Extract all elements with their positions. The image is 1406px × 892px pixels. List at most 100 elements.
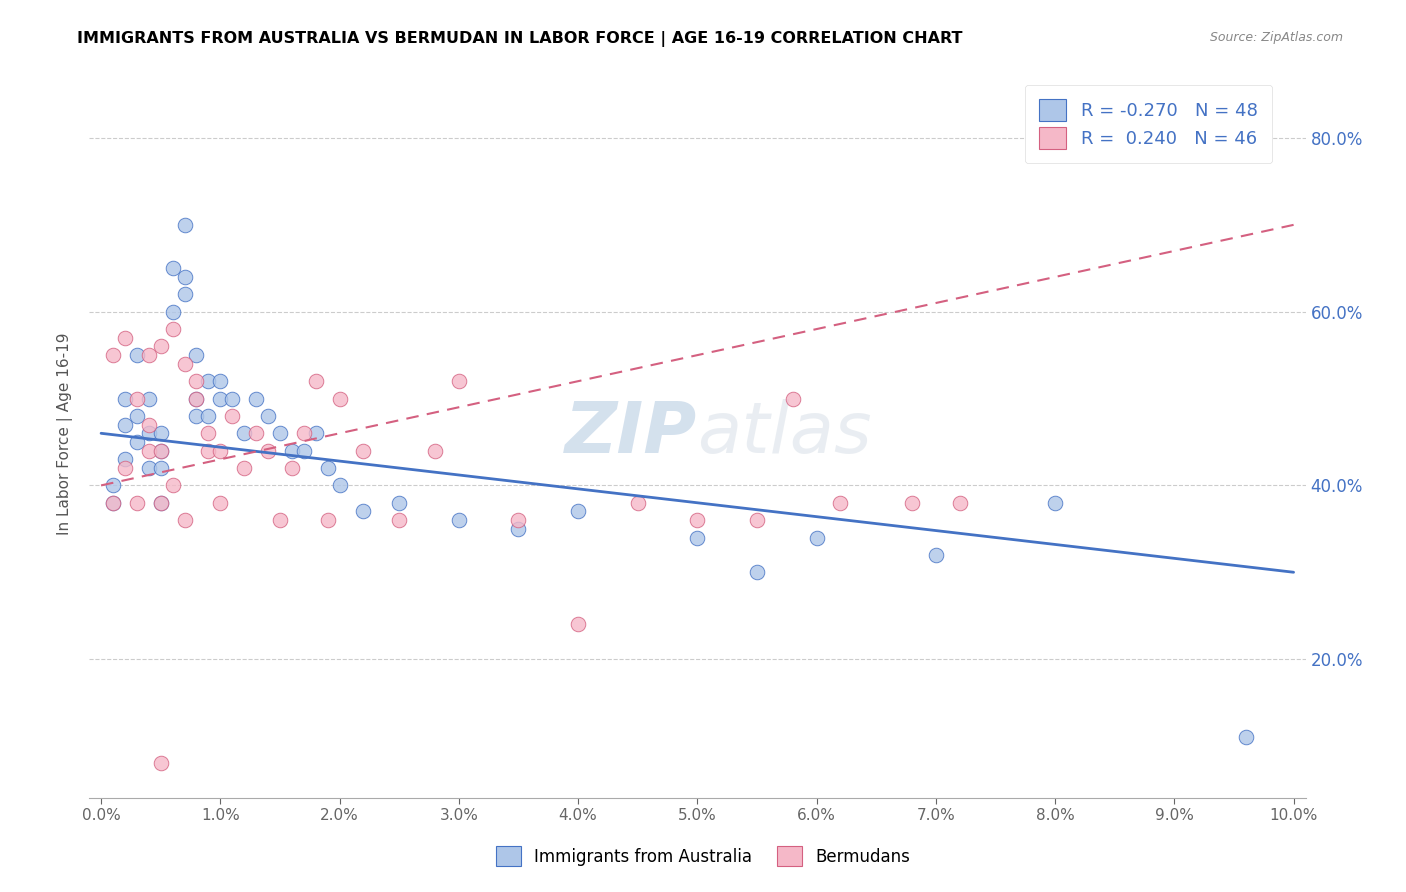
Point [138, 417, 160, 432]
Point [447, 513, 470, 527]
Point [162, 322, 184, 336]
Point [281, 461, 304, 475]
Point [233, 461, 256, 475]
Point [567, 504, 589, 518]
Point [508, 522, 530, 536]
Point [209, 392, 232, 406]
Point [173, 287, 195, 301]
Point [138, 426, 160, 441]
Point [1234, 731, 1257, 745]
Point [186, 392, 208, 406]
Point [162, 478, 184, 492]
Point [1043, 496, 1066, 510]
Point [423, 443, 446, 458]
Point [197, 426, 219, 441]
Text: Source: ZipAtlas.com: Source: ZipAtlas.com [1209, 31, 1343, 45]
Point [197, 409, 219, 423]
Point [508, 513, 530, 527]
Point [245, 392, 267, 406]
Point [292, 443, 315, 458]
Point [138, 461, 160, 475]
Point [567, 617, 589, 632]
Point [782, 392, 804, 406]
Point [186, 392, 208, 406]
Point [352, 443, 374, 458]
Point [745, 566, 768, 580]
Point [138, 348, 160, 362]
Point [125, 434, 148, 449]
Point [949, 496, 972, 510]
Point [149, 461, 172, 475]
Y-axis label: In Labor Force | Age 16-19: In Labor Force | Age 16-19 [58, 332, 73, 534]
Point [149, 756, 172, 771]
Point [745, 513, 768, 527]
Point [173, 357, 195, 371]
Point [114, 417, 136, 432]
Point [138, 392, 160, 406]
Point [114, 392, 136, 406]
Point [901, 496, 924, 510]
Point [197, 374, 219, 388]
Point [221, 392, 243, 406]
Point [925, 548, 948, 562]
Point [101, 496, 124, 510]
Point [281, 443, 304, 458]
Text: ZIP: ZIP [565, 399, 697, 467]
Point [686, 531, 709, 545]
Point [245, 426, 267, 441]
Point [209, 374, 232, 388]
Point [221, 409, 243, 423]
Point [125, 496, 148, 510]
Point [186, 409, 208, 423]
Point [627, 496, 650, 510]
Legend: R = -0.270   N = 48, R =  0.240   N = 46: R = -0.270 N = 48, R = 0.240 N = 46 [1025, 85, 1272, 163]
Point [233, 426, 256, 441]
Legend: Immigrants from Australia, Bermudans: Immigrants from Australia, Bermudans [488, 838, 918, 875]
Point [125, 348, 148, 362]
Point [830, 496, 852, 510]
Point [101, 478, 124, 492]
Point [269, 426, 291, 441]
Point [257, 443, 280, 458]
Point [806, 531, 828, 545]
Point [209, 496, 232, 510]
Point [149, 443, 172, 458]
Point [125, 392, 148, 406]
Text: IMMIGRANTS FROM AUSTRALIA VS BERMUDAN IN LABOR FORCE | AGE 16-19 CORRELATION CHA: IMMIGRANTS FROM AUSTRALIA VS BERMUDAN IN… [77, 31, 963, 47]
Point [114, 331, 136, 345]
Point [114, 461, 136, 475]
Point [316, 461, 339, 475]
Point [388, 496, 411, 510]
Point [101, 348, 124, 362]
Point [149, 496, 172, 510]
Point [173, 218, 195, 232]
Point [257, 409, 280, 423]
Point [101, 496, 124, 510]
Text: atlas: atlas [697, 399, 872, 467]
Point [316, 513, 339, 527]
Point [197, 443, 219, 458]
Point [125, 409, 148, 423]
Point [329, 392, 352, 406]
Point [305, 426, 328, 441]
Point [149, 339, 172, 353]
Point [352, 504, 374, 518]
Point [292, 426, 315, 441]
Point [305, 374, 328, 388]
Point [173, 269, 195, 284]
Point [149, 426, 172, 441]
Point [329, 478, 352, 492]
Point [162, 304, 184, 318]
Point [149, 496, 172, 510]
Point [447, 374, 470, 388]
Point [173, 513, 195, 527]
Point [686, 513, 709, 527]
Point [186, 374, 208, 388]
Point [269, 513, 291, 527]
Point [114, 452, 136, 467]
Point [209, 443, 232, 458]
Point [149, 443, 172, 458]
Point [162, 261, 184, 276]
Point [138, 443, 160, 458]
Point [388, 513, 411, 527]
